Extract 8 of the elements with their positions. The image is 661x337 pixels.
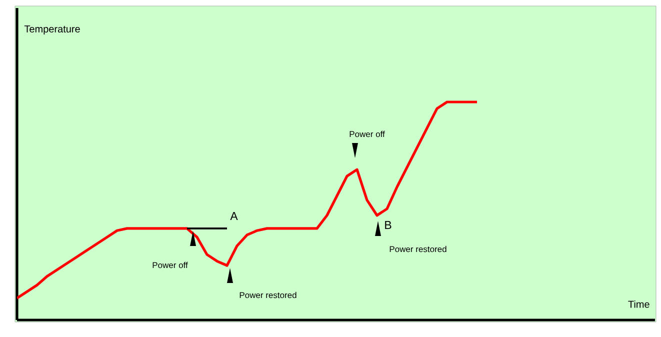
annotation: B bbox=[385, 221, 392, 229]
annotation: Power off bbox=[152, 262, 188, 268]
annotation: Power off bbox=[350, 130, 385, 138]
annotation: A bbox=[230, 212, 238, 220]
annotation: Power restored bbox=[240, 292, 296, 298]
x-axis-title: Time bbox=[628, 300, 650, 308]
annotation: Power restored bbox=[390, 246, 446, 252]
text: Temperature bbox=[24, 26, 80, 34]
